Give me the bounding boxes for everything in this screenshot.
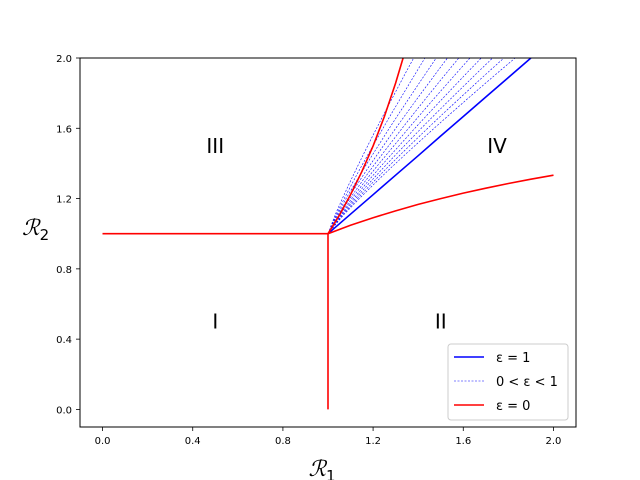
legend-label-eps-1: ε = 1 <box>496 351 530 366</box>
region-label-iii: III <box>206 134 224 158</box>
legend-label-eps-between: 0 < ε < 1 <box>496 375 558 390</box>
y-axis-label: ℛ2 <box>22 216 49 244</box>
legend-label-eps-0: ε = 0 <box>496 399 530 414</box>
region-label-ii: II <box>435 310 447 334</box>
series-eps-between-line-6 <box>327 57 471 234</box>
region-label-i: I <box>212 310 218 334</box>
series-eps-between-line-3 <box>327 57 437 234</box>
series-eps-between-line-2 <box>327 57 426 234</box>
x-tick-label: 1.2 <box>365 436 381 447</box>
series-eps-0-segment-3 <box>327 57 404 235</box>
series-eps-between-line-1 <box>327 57 414 234</box>
series-eps-between-line-7 <box>327 57 482 234</box>
y-tick-label: 0.0 <box>56 405 72 416</box>
y-tick-label: 1.2 <box>56 195 72 206</box>
plot-frame <box>79 57 577 428</box>
x-tick-label: 2.0 <box>546 436 562 447</box>
series-eps-between-line-10 <box>327 57 516 234</box>
series-eps-between-line-9 <box>327 57 505 234</box>
x-tick-label: 0.0 <box>95 436 111 447</box>
x-tick-label: 1.6 <box>455 436 471 447</box>
x-tick-label: 0.8 <box>275 436 291 447</box>
series-eps-0-segment-4 <box>327 174 554 235</box>
legend-box <box>447 343 569 421</box>
y-tick-label: 1.6 <box>56 124 72 135</box>
y-tick-label: 0.8 <box>56 265 72 276</box>
series-layer <box>102 57 554 410</box>
y-tick-label: 2.0 <box>56 54 72 65</box>
legend: ε = 1 0 < ε < 1 ε = 0 <box>447 343 569 421</box>
series-eps-1-line <box>327 57 532 235</box>
y-tick-label: 0.4 <box>56 335 72 346</box>
x-axis-ticks: 0.0 0.4 0.8 1.2 1.6 2.0 <box>95 427 562 447</box>
y-axis-ticks: 0.0 0.4 0.8 1.2 1.6 2.0 <box>56 54 80 416</box>
x-axis-label: ℛ1 <box>308 457 335 480</box>
x-tick-label: 0.4 <box>185 436 201 447</box>
region-label-iv: IV <box>487 134 507 158</box>
